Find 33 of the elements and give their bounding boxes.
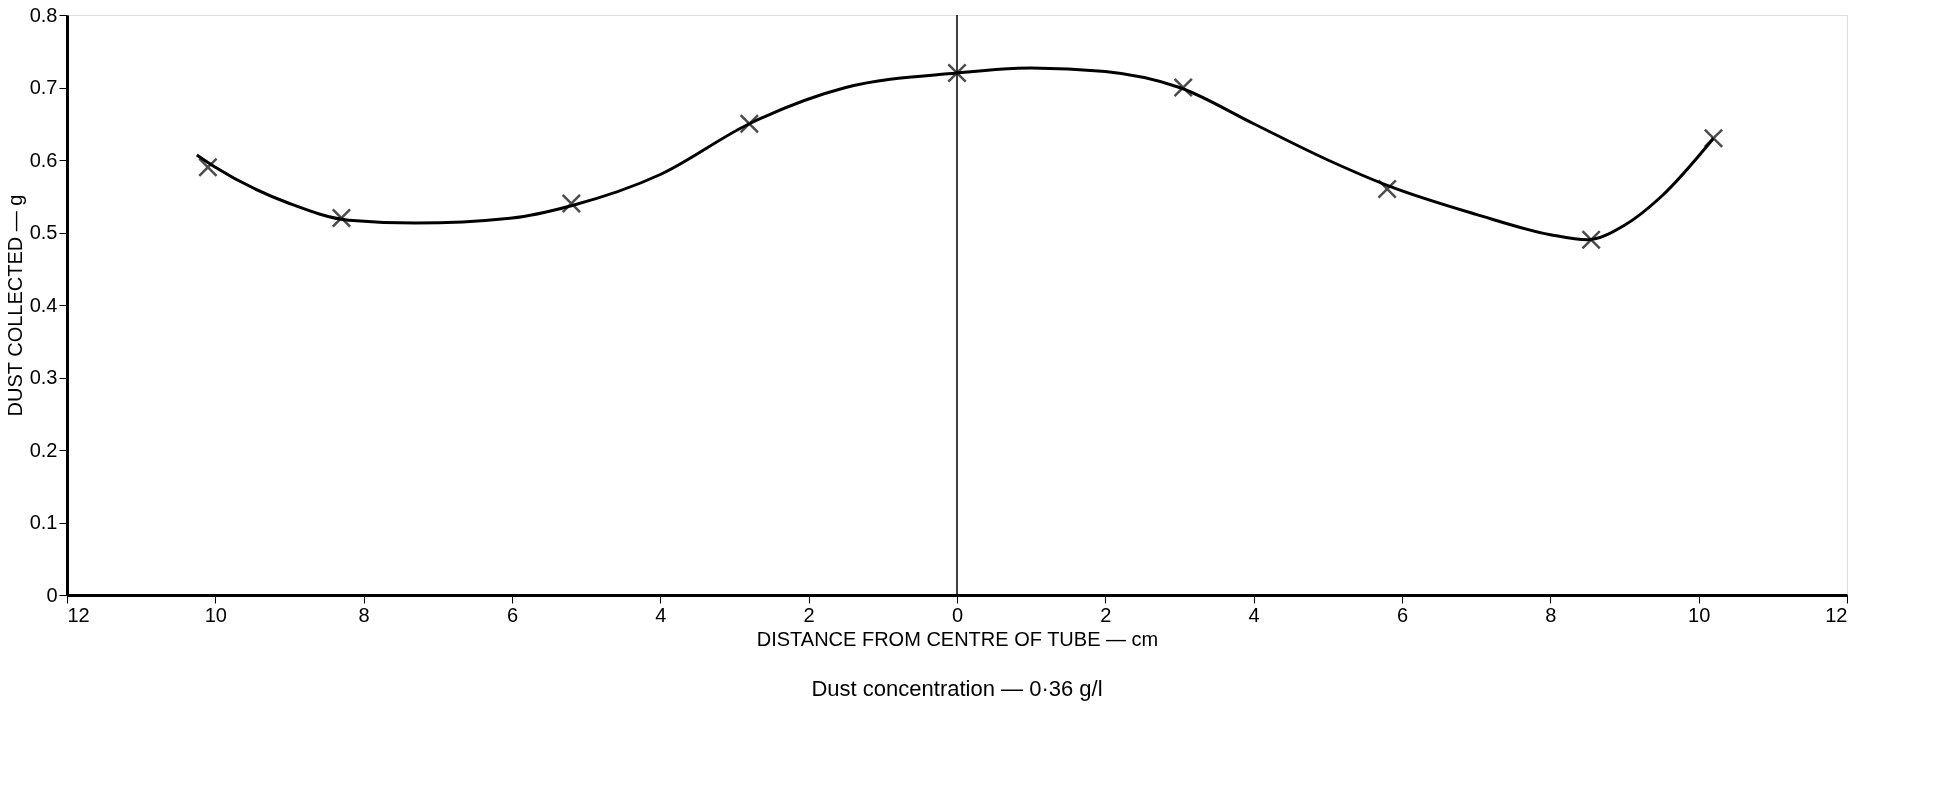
y-tick-label: 0.3 bbox=[29, 366, 58, 388]
y-tick-label: 0.6 bbox=[29, 148, 58, 171]
x-tick-label: 6 bbox=[506, 603, 519, 626]
x-tick-label: 4 bbox=[1248, 603, 1260, 626]
point bbox=[1173, 77, 1194, 98]
y-tick-label: 0 bbox=[46, 583, 58, 606]
point bbox=[1703, 128, 1724, 149]
x-tick-label: 8 bbox=[1545, 603, 1557, 626]
x-tick-label: 0 bbox=[951, 603, 964, 626]
point bbox=[947, 63, 967, 83]
x-tick-label: 10 bbox=[1688, 603, 1711, 626]
y-axis-title: DUST COLLECTED — g bbox=[3, 194, 26, 417]
x-tick-label: 2 bbox=[1100, 603, 1112, 626]
y-tick-label: 0.4 bbox=[29, 293, 58, 316]
y-tick-label: 0.7 bbox=[29, 76, 58, 98]
x-tick-label: 6 bbox=[1396, 603, 1409, 626]
point bbox=[331, 208, 352, 228]
point bbox=[561, 193, 582, 214]
x-tick-label: 10 bbox=[204, 603, 227, 626]
x-tick-label: 2 bbox=[803, 603, 815, 626]
text: Dust concentration — 0·36 g/l bbox=[811, 676, 1103, 701]
point bbox=[739, 113, 760, 134]
y-tick-label: 0.5 bbox=[29, 221, 58, 243]
y-tick-label: 0.2 bbox=[29, 438, 58, 461]
point bbox=[1377, 179, 1398, 199]
x-tick-label: 4 bbox=[655, 603, 667, 626]
x-tick-label: 12 bbox=[67, 603, 90, 626]
y-tick-label: 0.1 bbox=[29, 511, 58, 533]
x-axis-title: DISTANCE FROM CENTRE OF TUBE — cm bbox=[756, 627, 1159, 650]
y-tick-label: 0.8 bbox=[29, 3, 58, 26]
point bbox=[1581, 229, 1602, 250]
x-tick-label: 12 bbox=[1825, 603, 1848, 626]
x-tick-label: 8 bbox=[358, 603, 370, 626]
